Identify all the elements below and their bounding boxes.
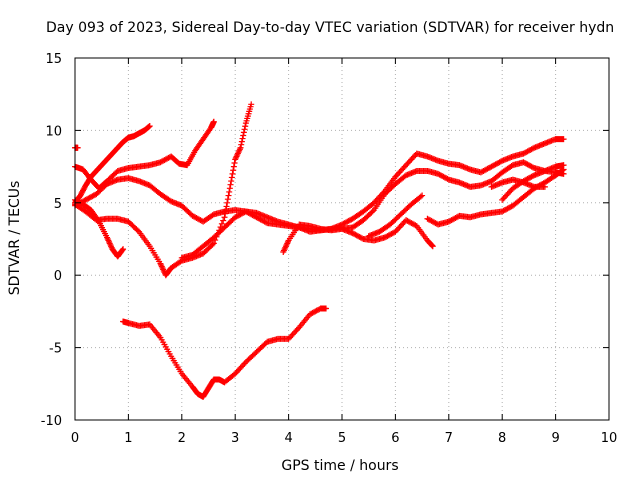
x-tick-label: 7 xyxy=(445,431,453,446)
plot-data-markers xyxy=(72,101,567,400)
data-point xyxy=(238,138,245,145)
y-tick-label: -5 xyxy=(49,342,62,357)
data-point xyxy=(220,217,227,224)
data-point xyxy=(230,167,237,174)
series-track-2 xyxy=(72,118,217,192)
x-tick-labels: 0 1 2 3 4 5 6 7 8 9 10 xyxy=(71,431,617,446)
data-point xyxy=(238,141,245,148)
series-track-8 xyxy=(339,217,436,250)
data-point xyxy=(224,196,231,203)
data-point xyxy=(227,181,234,188)
series-track-12 xyxy=(499,162,567,203)
axis-ticks xyxy=(74,57,610,421)
x-tick-label: 3 xyxy=(231,431,239,446)
data-point xyxy=(134,227,141,234)
data-point xyxy=(369,208,376,215)
x-tick-label: 6 xyxy=(391,431,399,446)
data-point xyxy=(210,118,217,125)
data-point xyxy=(541,183,548,190)
series-track-6 xyxy=(178,136,567,261)
data-point xyxy=(560,162,567,169)
series-track-3 xyxy=(72,175,345,234)
data-point xyxy=(444,175,451,182)
y-axis-title: SDTVAR / TECUs xyxy=(7,181,23,296)
x-tick-label: 8 xyxy=(498,431,506,446)
data-point xyxy=(322,305,329,312)
data-point xyxy=(529,164,536,171)
series-track-9 xyxy=(365,192,426,240)
y-tick-label: 0 xyxy=(54,269,62,284)
data-point xyxy=(146,123,153,130)
data-point xyxy=(225,192,232,199)
y-tick-label: 10 xyxy=(45,124,62,139)
data-point xyxy=(228,178,235,185)
data-point xyxy=(223,203,230,210)
data-point xyxy=(262,219,269,226)
data-point xyxy=(419,192,426,199)
data-point xyxy=(229,170,236,177)
data-point xyxy=(417,193,424,200)
data-point xyxy=(237,144,244,151)
series-track-13 xyxy=(120,305,329,400)
x-axis-title: GPS time / hours xyxy=(281,458,398,474)
x-tick-label: 1 xyxy=(124,431,132,446)
x-tick-label: 2 xyxy=(178,431,186,446)
chart-title: Day 093 of 2023, Sidereal Day-to-day VTE… xyxy=(46,20,614,36)
data-point xyxy=(224,199,231,206)
data-point xyxy=(221,214,228,221)
data-point xyxy=(242,123,249,130)
data-point xyxy=(529,145,536,152)
data-point xyxy=(429,243,436,250)
data-point xyxy=(231,159,238,166)
data-point xyxy=(74,144,81,151)
series-track-11 xyxy=(488,176,548,190)
data-point xyxy=(210,240,217,247)
data-point xyxy=(209,241,216,248)
y-tick-label: -10 xyxy=(41,414,62,429)
data-point xyxy=(240,129,247,136)
data-point xyxy=(239,135,246,142)
data-point xyxy=(508,163,515,170)
x-tick-label: 9 xyxy=(551,431,559,446)
data-point xyxy=(240,132,247,139)
x-tick-label: 0 xyxy=(71,431,79,446)
data-point xyxy=(119,247,126,254)
data-point xyxy=(248,101,255,108)
data-point xyxy=(230,163,237,170)
data-point xyxy=(222,210,229,217)
data-point xyxy=(226,185,233,192)
data-point xyxy=(120,246,127,253)
x-tick-label: 5 xyxy=(338,431,346,446)
series-marker-short xyxy=(72,144,81,151)
data-point xyxy=(560,136,567,143)
data-point xyxy=(429,242,436,249)
data-point xyxy=(228,174,235,181)
data-point xyxy=(177,258,184,265)
data-point xyxy=(209,212,216,219)
data-point xyxy=(497,158,504,165)
y-tick-label: 15 xyxy=(45,52,62,67)
data-point xyxy=(222,207,229,214)
y-tick-labels: -10 -5 0 5 10 15 xyxy=(41,52,62,429)
x-tick-label: 4 xyxy=(284,431,292,446)
y-tick-label: 5 xyxy=(54,197,62,212)
data-point xyxy=(359,235,366,242)
grid-lines xyxy=(75,58,609,420)
series-track-7 xyxy=(280,159,567,256)
data-point xyxy=(218,220,225,227)
data-point xyxy=(226,188,233,195)
data-point xyxy=(241,126,248,133)
x-tick-label: 10 xyxy=(601,431,618,446)
data-point xyxy=(529,173,536,180)
